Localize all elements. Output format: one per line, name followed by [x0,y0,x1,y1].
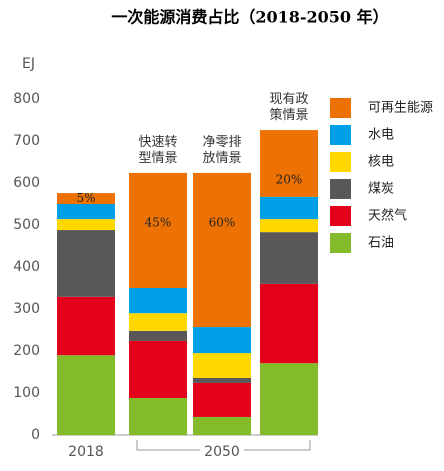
bar-segment [129,330,187,341]
legend-label: 核电 [368,155,394,170]
bar-segment [193,353,251,378]
legend-swatch [330,98,351,118]
group-label: 2050 [204,444,240,460]
bar-segment [129,313,187,331]
legend-label: 天然气 [368,208,407,224]
y-tick-label: 800 [13,91,40,107]
bar-segment [129,172,187,288]
chart-title: 一次能源消费占比（2018-2050 年） [111,8,388,27]
legend-swatch [330,179,351,199]
bar-segment [57,230,115,297]
bar-segment [57,296,115,356]
bar-segment [57,193,115,204]
bar-segment [193,327,251,354]
scenario-label: 净零排放情景 [202,134,242,166]
share-label: 60% [209,215,236,229]
bar-segment [260,363,318,435]
y-tick-label: 600 [13,175,40,191]
bar-segment [129,340,187,399]
bar-segment [129,288,187,314]
bar-segment [193,416,251,435]
bar-segment [57,219,115,231]
y-tick-label: 700 [13,133,40,149]
bar-segment [260,130,318,197]
y-tick-label: 300 [13,301,40,317]
y-axis-label: EJ [22,56,35,72]
legend-swatch [330,233,351,253]
scenario-label: 现有政策情景 [269,92,309,124]
y-tick-label: 400 [13,259,40,275]
y-tick-label: 500 [13,217,40,233]
bar-segment [260,283,318,364]
x-tick-label: 2018 [68,444,104,460]
bar-segment [129,398,187,435]
bar-segment [193,382,251,417]
bar-segment [193,377,251,383]
bar-segment [57,204,115,220]
legend-label: 煤炭 [368,182,394,197]
scenario-label: 快速转型情景 [138,134,178,166]
y-tick-label: 200 [13,343,40,359]
share-label: 20% [276,173,303,187]
legend-label: 水电 [368,128,394,143]
share-label: 45% [145,215,172,229]
bar-segment [260,196,318,220]
legend-swatch [330,206,351,226]
share-label: 5% [76,191,95,205]
legend-label: 可再生能源 [368,101,433,116]
y-tick-label: 0 [31,427,40,443]
legend-label: 石油 [368,236,394,251]
group-label-bg [200,443,244,459]
bar-segment [193,172,251,328]
bar-segment [260,219,318,233]
bar-segment [57,355,115,435]
y-tick-label: 100 [13,385,40,401]
legend-swatch [330,125,351,145]
legend-swatch [330,152,351,172]
bar-segment [260,232,318,284]
